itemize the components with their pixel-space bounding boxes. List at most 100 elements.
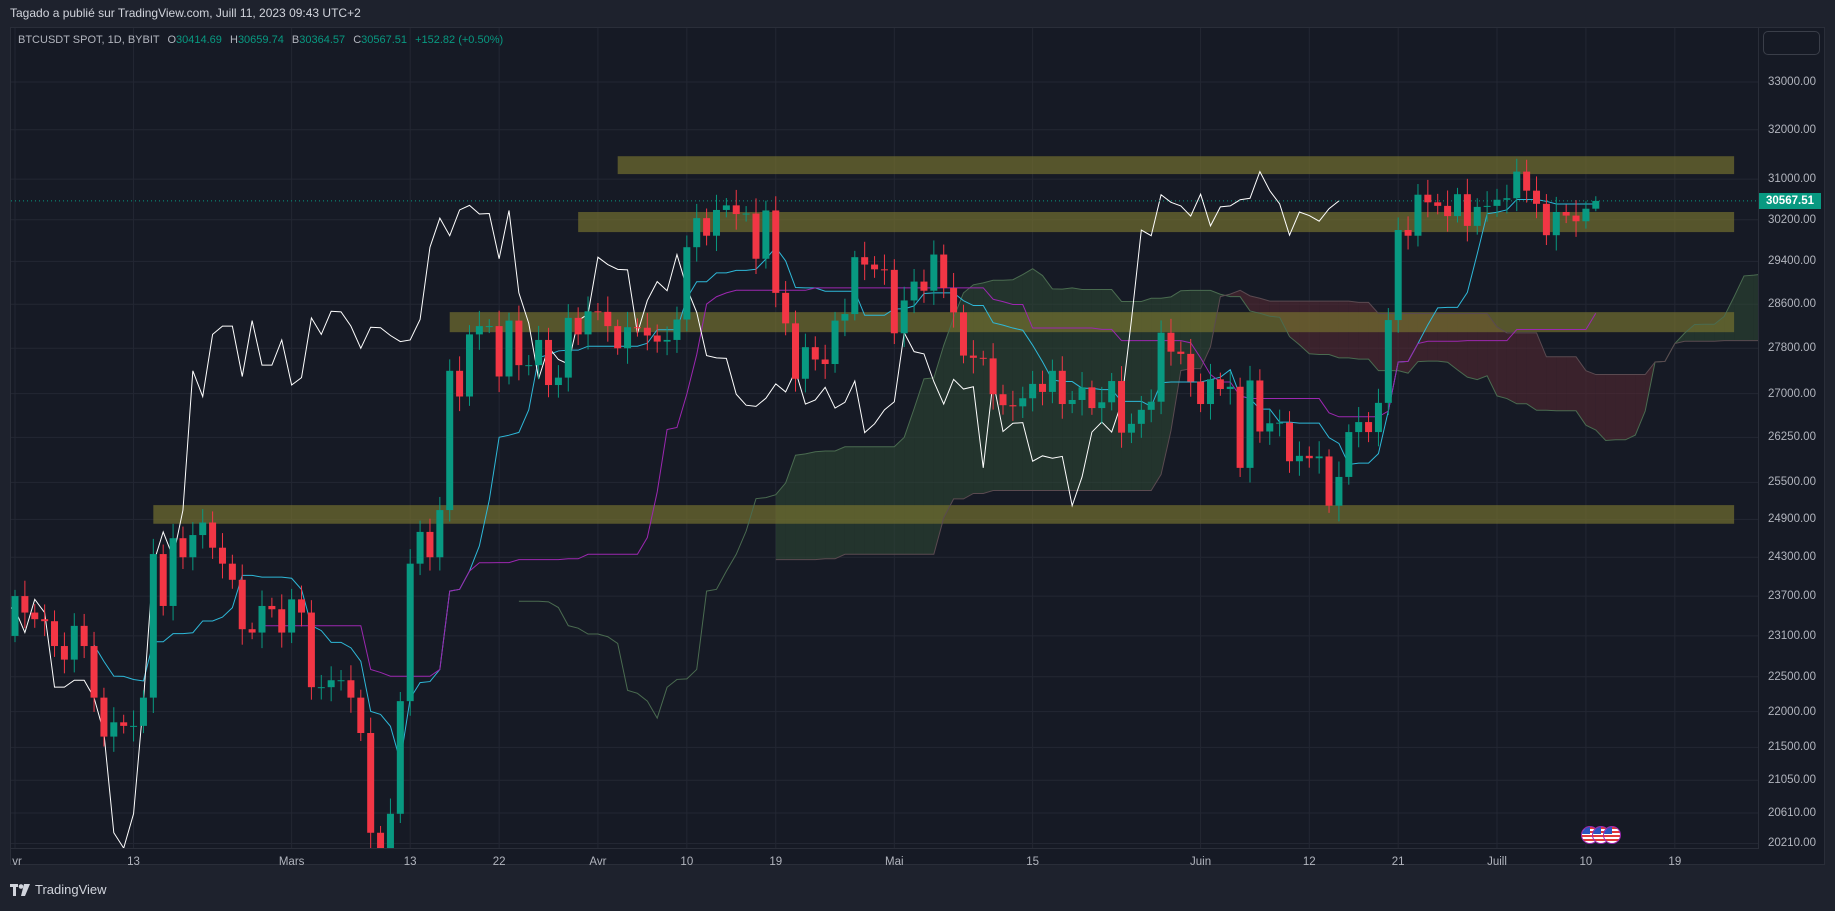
price-axis-border <box>1758 27 1759 849</box>
candle-body <box>1434 202 1442 206</box>
candle-body <box>673 319 681 340</box>
cloud-segment <box>874 446 885 555</box>
candle <box>1513 158 1521 212</box>
candle-body <box>347 680 355 698</box>
candle-body <box>1068 399 1076 405</box>
candle-body <box>1147 401 1155 410</box>
candle <box>1503 184 1511 214</box>
candle-body <box>1463 194 1471 226</box>
candle <box>703 208 711 246</box>
candle-body <box>278 609 286 633</box>
candle-body <box>1473 206 1481 226</box>
grid <box>11 28 1758 848</box>
candle <box>1463 178 1471 242</box>
candle-body <box>1108 381 1116 403</box>
candle-body <box>120 722 128 726</box>
candle-body <box>31 612 39 620</box>
time-tick-label: 15 <box>1026 856 1040 868</box>
cloud-segment <box>1585 370 1596 431</box>
cloud-segment <box>1121 301 1132 491</box>
price-tick-label: 22500.00 <box>1768 670 1816 683</box>
candle-body <box>21 596 29 613</box>
chart-settings-button[interactable] <box>1763 31 1820 55</box>
candle <box>920 269 928 303</box>
candle <box>446 359 454 522</box>
candle <box>1453 187 1461 223</box>
candle <box>228 554 236 589</box>
candle-body <box>317 687 325 689</box>
price-tick-label: 24300.00 <box>1768 551 1816 564</box>
candle-body <box>1365 422 1373 433</box>
candle-body <box>604 311 612 327</box>
symbol-name[interactable]: BTCUSDT SPOT, 1D, BYBIT <box>18 34 160 46</box>
candle <box>1019 386 1027 418</box>
candle <box>614 319 622 355</box>
symbol-legend[interactable]: BTCUSDT SPOT, 1D, BYBIT O30414.69 H30659… <box>18 34 503 46</box>
candle <box>624 311 632 364</box>
cloud-segment <box>1556 356 1567 411</box>
candle-body <box>1315 456 1323 459</box>
candle-body <box>712 209 720 236</box>
candle <box>238 564 246 645</box>
candle <box>841 298 849 337</box>
candle <box>811 336 819 371</box>
candle-body <box>1246 380 1254 468</box>
candle-body <box>742 213 750 215</box>
candle-body <box>703 218 711 236</box>
candle <box>722 198 730 218</box>
candle-body <box>841 314 849 321</box>
cloud-segment <box>884 446 895 555</box>
time-tick-label: 13 <box>127 856 140 868</box>
economic-events[interactable] <box>1581 826 1621 844</box>
candle-body <box>545 339 553 386</box>
price-tick-label: 33000.00 <box>1768 76 1816 88</box>
candle-body <box>110 722 118 737</box>
candle-body <box>90 646 98 698</box>
candle <box>159 544 167 616</box>
cloud-segment <box>1526 332 1537 411</box>
price-tick-label: 22000.00 <box>1768 705 1816 718</box>
candle <box>762 200 770 269</box>
candle <box>1088 380 1096 415</box>
cloud-segment <box>973 282 984 494</box>
candle <box>110 707 118 752</box>
candle-body <box>722 205 730 210</box>
candle <box>653 324 661 353</box>
brand-name: TradingView <box>35 882 107 897</box>
candle-body <box>169 538 177 606</box>
candle-body <box>1503 198 1511 200</box>
candle-body <box>209 522 217 548</box>
candle-body <box>1098 402 1106 409</box>
candle <box>1404 216 1412 250</box>
candle-body <box>871 264 879 270</box>
candle <box>317 674 325 700</box>
candle-body <box>1226 386 1234 390</box>
candle-body <box>377 832 385 848</box>
candle-body <box>327 680 335 688</box>
price-tick-label: 23700.00 <box>1768 590 1816 603</box>
time-tick-label: 22 <box>492 856 506 868</box>
candle <box>979 350 987 366</box>
time-tick-label: 10 <box>680 856 694 868</box>
time-tick-label: Juill <box>1487 856 1507 868</box>
candle <box>1068 390 1076 414</box>
candle <box>80 613 88 659</box>
price-tick-label: 25500.00 <box>1768 476 1816 489</box>
candle-body <box>1078 387 1086 400</box>
candle <box>880 254 888 285</box>
candle <box>604 296 612 342</box>
us-flag-icon[interactable] <box>1603 826 1621 844</box>
candle <box>1256 369 1264 443</box>
candle-body <box>683 247 691 320</box>
cloud-segment <box>983 280 994 494</box>
price-chart[interactable] <box>0 0 1758 848</box>
cloud-segment <box>1625 374 1636 440</box>
candle-body <box>1197 381 1205 405</box>
candle <box>1197 373 1205 413</box>
candle-body <box>396 701 404 814</box>
candle <box>465 325 473 406</box>
candle-body <box>1513 171 1521 199</box>
candle <box>1276 409 1284 437</box>
candle-body <box>515 320 523 366</box>
candle-body <box>258 605 266 633</box>
